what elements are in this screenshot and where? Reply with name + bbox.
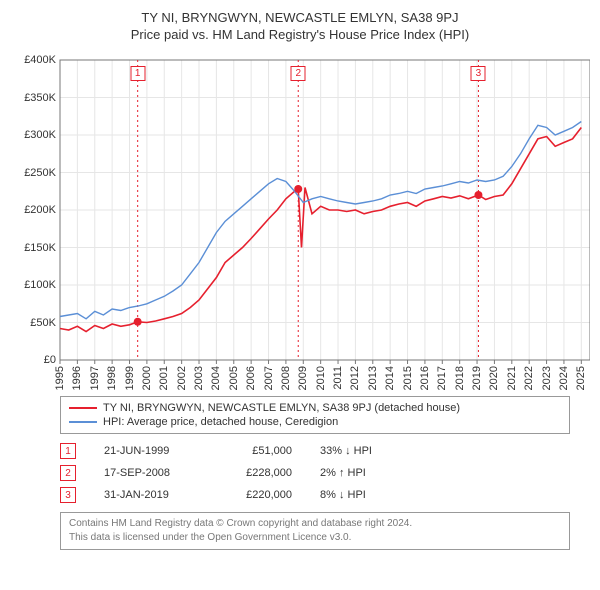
y-tick-label: £400K	[12, 54, 56, 66]
x-tick-label: 2013	[367, 366, 379, 390]
transaction-price: £51,000	[222, 445, 292, 457]
transaction-row: 2 17-SEP-2008 £228,000 2% ↑ HPI	[60, 462, 570, 484]
x-tick-label: 2020	[488, 366, 500, 390]
transaction-price: £220,000	[222, 489, 292, 501]
x-tick-label: 2022	[523, 366, 535, 390]
event-marker-1: 1	[130, 66, 145, 81]
x-tick-label: 1999	[124, 366, 136, 390]
x-tick-label: 2019	[471, 366, 483, 390]
legend-label: HPI: Average price, detached house, Cere…	[103, 416, 338, 428]
transaction-price: £228,000	[222, 467, 292, 479]
y-tick-label: £250K	[12, 167, 56, 179]
y-tick-label: £350K	[12, 92, 56, 104]
x-tick-label: 1996	[71, 366, 83, 390]
x-tick-label: 2016	[419, 366, 431, 390]
y-tick-label: £0	[12, 354, 56, 366]
chart-svg	[10, 50, 590, 390]
transactions-table: 1 21-JUN-1999 £51,000 33% ↓ HPI 2 17-SEP-2008…	[60, 440, 570, 506]
x-tick-label: 2011	[332, 366, 344, 390]
x-tick-label: 2005	[228, 366, 240, 390]
x-tick-label: 2004	[210, 366, 222, 390]
x-tick-label: 2014	[384, 366, 396, 390]
x-tick-label: 2012	[349, 366, 361, 390]
footer-line-2: This data is licensed under the Open Gov…	[69, 531, 561, 545]
event-marker-2: 2	[291, 66, 306, 81]
x-tick-label: 2000	[141, 366, 153, 390]
x-tick-label: 2023	[541, 366, 553, 390]
transaction-delta: 8% ↓ HPI	[320, 489, 410, 501]
legend-item: TY NI, BRYNGWYN, NEWCASTLE EMLYN, SA38 9…	[69, 401, 561, 415]
x-tick-label: 2007	[263, 366, 275, 390]
chart-title: TY NI, BRYNGWYN, NEWCASTLE EMLYN, SA38 9…	[10, 10, 590, 25]
y-tick-label: £150K	[12, 242, 56, 254]
transaction-date: 21-JUN-1999	[104, 445, 194, 457]
legend-swatch	[69, 407, 97, 409]
x-tick-label: 2008	[280, 366, 292, 390]
x-tick-label: 2025	[575, 366, 587, 390]
transaction-row: 1 21-JUN-1999 £51,000 33% ↓ HPI	[60, 440, 570, 462]
chart-container: TY NI, BRYNGWYN, NEWCASTLE EMLYN, SA38 9…	[0, 0, 600, 556]
x-tick-label: 1997	[89, 366, 101, 390]
x-tick-label: 2010	[315, 366, 327, 390]
footer-attribution: Contains HM Land Registry data © Crown c…	[60, 512, 570, 550]
x-tick-label: 2003	[193, 366, 205, 390]
transaction-row: 3 31-JAN-2019 £220,000 8% ↓ HPI	[60, 484, 570, 506]
legend-swatch	[69, 421, 97, 423]
legend-label: TY NI, BRYNGWYN, NEWCASTLE EMLYN, SA38 9…	[103, 402, 460, 414]
transaction-marker: 2	[60, 465, 76, 481]
x-tick-label: 2006	[245, 366, 257, 390]
y-tick-label: £100K	[12, 279, 56, 291]
x-tick-label: 2017	[436, 366, 448, 390]
x-tick-label: 2021	[506, 366, 518, 390]
y-tick-label: £50K	[12, 317, 56, 329]
transaction-delta: 2% ↑ HPI	[320, 467, 410, 479]
x-tick-label: 2024	[558, 366, 570, 390]
legend: TY NI, BRYNGWYN, NEWCASTLE EMLYN, SA38 9…	[60, 396, 570, 434]
x-tick-label: 2018	[454, 366, 466, 390]
x-tick-label: 2001	[158, 366, 170, 390]
chart-area: £0 £50K £100K £150K £200K £250K £300K £350K £400…	[10, 50, 590, 390]
y-tick-label: £300K	[12, 129, 56, 141]
transaction-date: 17-SEP-2008	[104, 467, 194, 479]
x-tick-label: 1995	[54, 366, 66, 390]
x-tick-label: 2002	[176, 366, 188, 390]
transaction-marker: 1	[60, 443, 76, 459]
transaction-delta: 33% ↓ HPI	[320, 445, 410, 457]
legend-item: HPI: Average price, detached house, Cere…	[69, 415, 561, 429]
transaction-marker: 3	[60, 487, 76, 503]
chart-subtitle: Price paid vs. HM Land Registry's House …	[10, 27, 590, 42]
x-tick-label: 2009	[297, 366, 309, 390]
footer-line-1: Contains HM Land Registry data © Crown c…	[69, 517, 561, 531]
y-tick-label: £200K	[12, 204, 56, 216]
transaction-date: 31-JAN-2019	[104, 489, 194, 501]
x-tick-label: 2015	[402, 366, 414, 390]
x-tick-label: 1998	[106, 366, 118, 390]
event-marker-3: 3	[471, 66, 486, 81]
